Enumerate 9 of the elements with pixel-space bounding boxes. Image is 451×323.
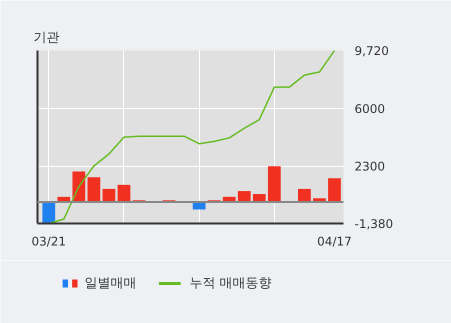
y-tick-label: 6000 (354, 102, 386, 116)
legend-label: 누적 매매동향 (189, 276, 272, 291)
chart-title: 기관 (34, 30, 60, 46)
y-tick-label: 9,720 (354, 44, 389, 58)
y-tick-label: -1,380 (354, 217, 394, 231)
y-tick-label: 2300 (354, 160, 386, 174)
x-tick-label: 03/21 (31, 234, 66, 248)
x-tick-label: 04/17 (317, 234, 352, 248)
legend-label: 일별매매 (84, 276, 136, 291)
